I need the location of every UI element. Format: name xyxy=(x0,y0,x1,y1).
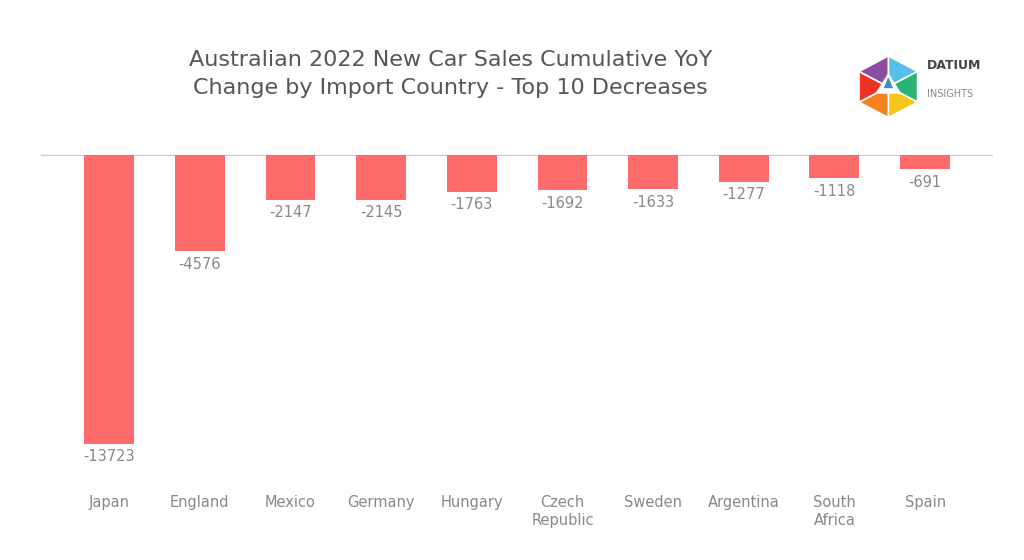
Bar xyxy=(356,155,407,200)
Text: -1118: -1118 xyxy=(813,184,856,199)
Polygon shape xyxy=(876,73,901,94)
Polygon shape xyxy=(859,56,888,87)
Polygon shape xyxy=(888,87,918,118)
Text: -691: -691 xyxy=(908,175,942,190)
Text: DATIUM: DATIUM xyxy=(927,59,981,72)
Bar xyxy=(719,155,769,182)
Bar xyxy=(265,155,315,200)
Text: INSIGHTS: INSIGHTS xyxy=(927,89,973,99)
Polygon shape xyxy=(859,87,888,118)
Bar xyxy=(900,155,950,169)
Text: -1277: -1277 xyxy=(722,187,765,202)
Bar xyxy=(446,155,497,192)
Bar xyxy=(810,155,859,179)
Polygon shape xyxy=(888,56,918,87)
Text: -2147: -2147 xyxy=(269,206,311,220)
Bar xyxy=(84,155,134,444)
Text: -1633: -1633 xyxy=(632,194,674,209)
Polygon shape xyxy=(888,72,918,102)
Text: -2145: -2145 xyxy=(359,206,402,220)
Text: Australian 2022 New Car Sales Cumulative YoY
Change by Import Country - Top 10 D: Australian 2022 New Car Sales Cumulative… xyxy=(188,50,713,99)
Polygon shape xyxy=(884,77,893,88)
Text: -13723: -13723 xyxy=(83,450,135,464)
Bar xyxy=(175,155,224,251)
Bar xyxy=(628,155,678,189)
Text: -1763: -1763 xyxy=(451,197,493,212)
Text: -1692: -1692 xyxy=(542,196,584,211)
Bar xyxy=(538,155,588,190)
Text: -4576: -4576 xyxy=(178,256,221,272)
Polygon shape xyxy=(859,72,888,102)
